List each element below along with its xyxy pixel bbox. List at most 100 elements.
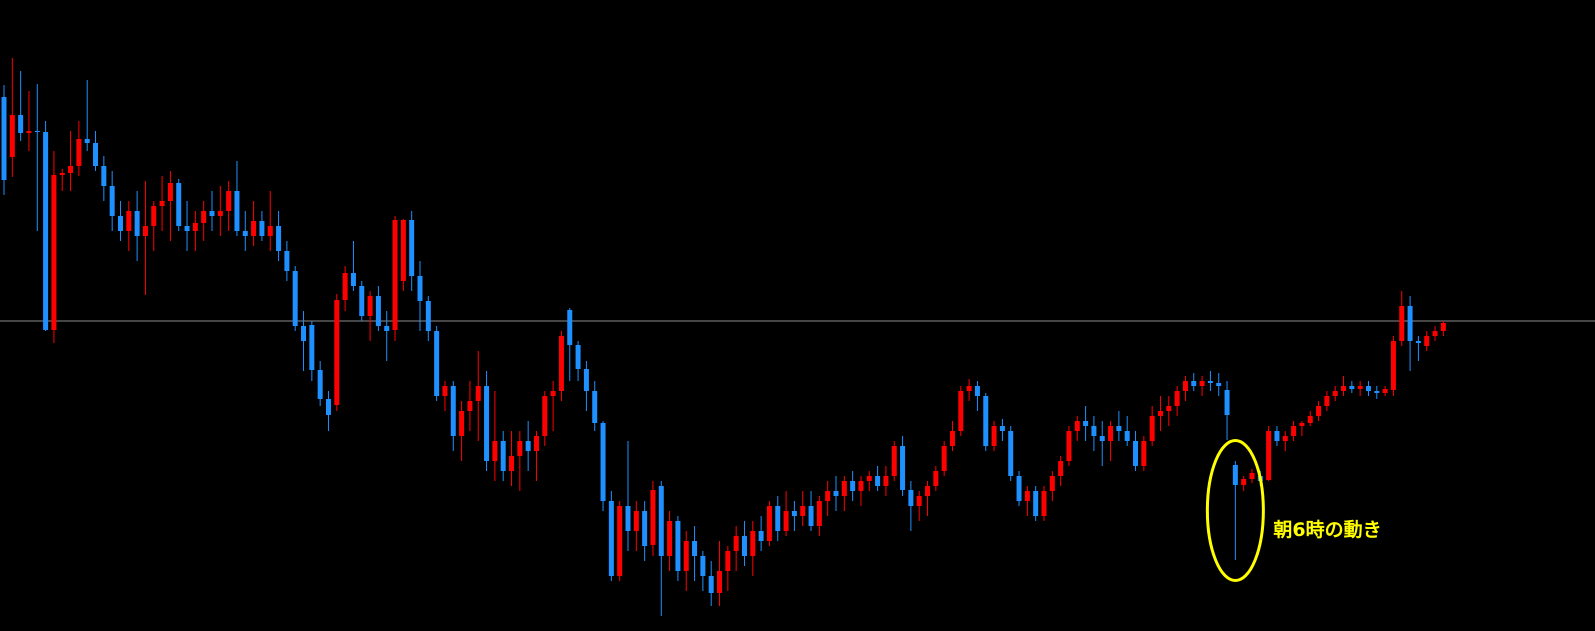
candle-body [509,456,515,471]
candle-body [142,226,148,236]
candle-body [1216,383,1222,386]
candle-body [883,476,889,486]
candle-body [700,556,706,576]
candle-body [866,476,872,481]
candle-body [43,132,49,330]
candle-body [1341,386,1347,391]
candle-body [1407,306,1413,341]
candle-body [583,369,589,391]
candle-body [808,506,814,526]
candle-body [301,326,307,341]
candle-body [325,399,331,415]
candle-body [159,201,165,206]
candle-body [1282,436,1288,441]
candle-body [1249,473,1255,479]
candle-body [1041,491,1047,516]
candle-body [1116,426,1122,431]
candle-body [167,183,173,201]
candle-body [875,476,881,486]
candle-body [1091,426,1097,436]
candle-body [550,391,556,396]
candle-body [1432,331,1438,336]
candle-body [758,531,764,541]
candle-body [783,511,789,531]
candle-body [400,220,406,281]
candle-body [800,506,806,516]
candle-body [342,273,348,300]
candle-body [1166,406,1172,411]
candle-body [1058,461,1064,476]
candle-body [908,490,914,506]
candle-body [259,221,265,236]
candle-body [1374,391,1380,393]
candle-body [192,223,198,231]
candle-body [1365,386,1371,391]
candle-body [1108,426,1114,441]
candle-body [1349,386,1355,389]
candle-body [675,521,681,571]
candle-body [575,345,581,369]
candle-body [900,446,906,490]
candle-body [650,490,656,545]
candle-body [500,441,506,471]
candle-body [276,226,282,251]
candle-body [750,531,756,556]
candle-body [176,183,182,226]
candle-body [617,506,623,576]
candle-body [683,541,689,571]
candle-body [1241,479,1247,485]
candle-body [1232,465,1238,485]
candle-body [542,396,548,436]
candle-body [409,220,415,276]
candle-body [791,511,797,516]
candle-body [633,511,639,531]
candle-body [117,216,123,231]
candle-body [459,411,465,436]
candle-body [966,386,972,391]
candle-body [1199,381,1205,386]
annotation-ellipse [1205,439,1265,582]
candle-body [974,386,980,396]
candle-body [608,501,614,576]
candle-body [667,521,673,556]
candle-body [267,226,273,236]
candle-body [717,571,723,593]
candle-body [1024,491,1030,501]
candle-body [991,426,997,446]
candle-body [1133,441,1139,466]
candle-body [9,115,15,157]
candle-body [1357,386,1363,389]
candle-body [1299,423,1305,426]
annotation-text: 朝6時の動き [1273,519,1381,541]
candle-body [983,396,989,446]
candle-body [375,296,381,326]
candle-body [999,426,1005,431]
candle-body [533,436,539,451]
candle-body [1157,411,1163,416]
candle-body [34,131,40,132]
candle-body [558,336,564,391]
candle-body [1008,431,1014,476]
candle-body [151,206,157,226]
candle-body [766,506,772,541]
candle-body [442,386,448,396]
candle-body [708,576,714,593]
candle-body [1266,431,1272,480]
candle-body [134,211,140,236]
candle-body [1440,323,1446,331]
candle-body [625,506,631,531]
candle-body [891,446,897,476]
candle-body [417,276,423,301]
candle-body [692,541,698,556]
candle-body [26,131,32,133]
candle-body [334,300,340,405]
candle-body [68,166,74,173]
candle-body [1207,381,1213,383]
candle-body [76,139,82,166]
candle-body [925,486,931,496]
candle-body [933,471,939,486]
candle-body [292,271,298,326]
candle-body [93,143,99,166]
candle-body [1399,306,1405,341]
